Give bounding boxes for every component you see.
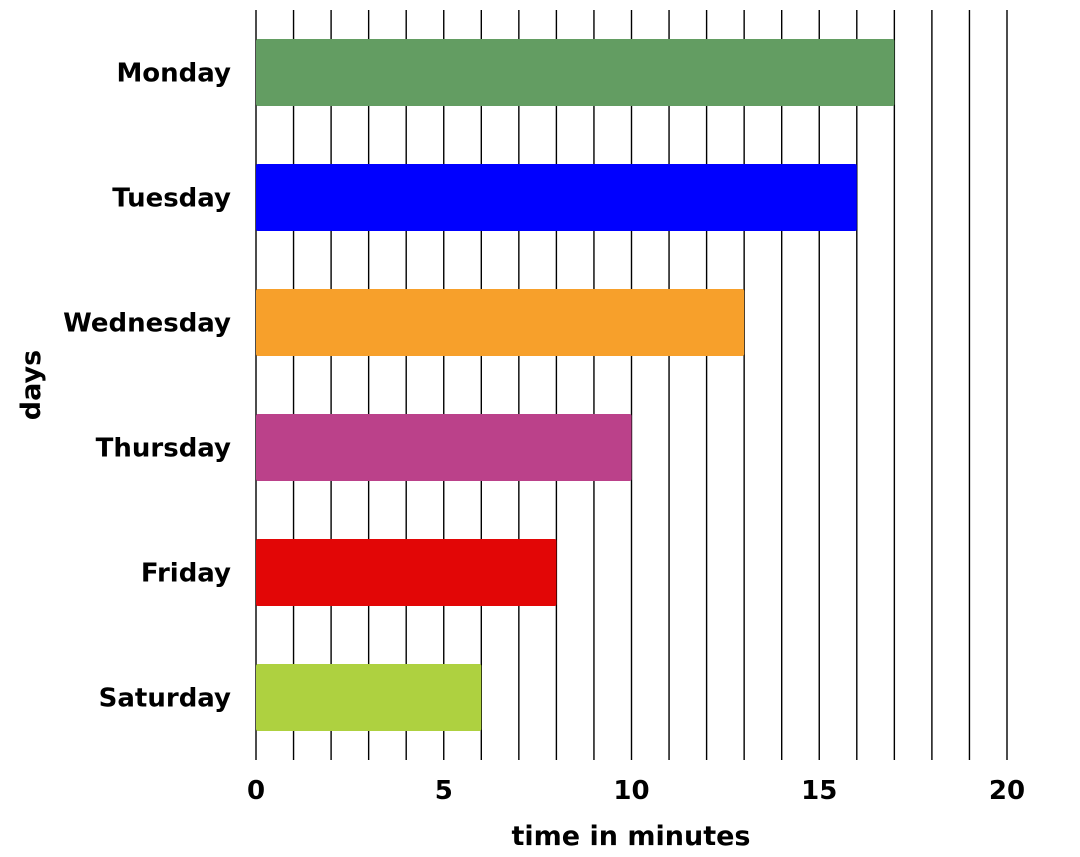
x-tick-label: 10	[613, 776, 649, 806]
x-axis-tick-labels: 0 5 10 15 20	[247, 776, 1025, 806]
category-label-thursday: Thursday	[96, 434, 231, 464]
bar-thursday	[256, 414, 632, 481]
bar-wednesday	[256, 289, 745, 356]
x-tick-label: 15	[801, 776, 837, 806]
category-label-wednesday: Wednesday	[63, 309, 231, 339]
category-label-friday: Friday	[141, 559, 231, 589]
x-tick-label: 0	[247, 776, 265, 806]
category-label-saturday: Saturday	[99, 684, 231, 714]
bar-monday	[256, 39, 895, 106]
bar-friday	[256, 539, 557, 606]
bar-saturday	[256, 664, 482, 731]
y-axis-tick-labels: Monday Tuesday Wednesday Thursday Friday Satu…	[63, 59, 231, 714]
x-axis-title: time in minutes	[511, 821, 750, 852]
bars	[256, 39, 895, 731]
category-label-tuesday: Tuesday	[112, 184, 231, 214]
gridlines	[255, 10, 1008, 760]
x-tick-label: 5	[435, 776, 453, 806]
bar-tuesday	[256, 164, 857, 231]
category-label-monday: Monday	[116, 59, 231, 89]
x-tick-label: 20	[989, 776, 1025, 806]
y-axis-title: days	[16, 350, 47, 420]
